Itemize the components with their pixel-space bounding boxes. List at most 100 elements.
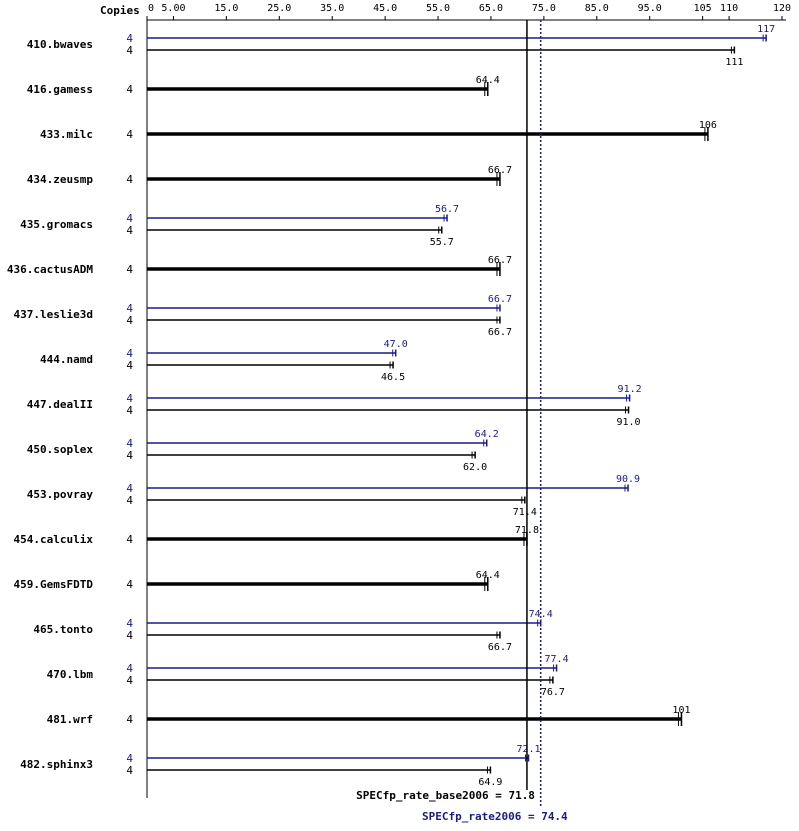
benchmark-row: 435.gromacs 4 56.7 4 55.7: [20, 204, 459, 248]
base-value-label: 66.7: [488, 327, 512, 338]
x-tick-label: 85.0: [585, 3, 609, 14]
base-copies-label: 4: [126, 674, 133, 687]
x-tick-label: 55.0: [426, 3, 450, 14]
peak-copies-label: 4: [126, 617, 133, 630]
benchmark-name: 437.leslie3d: [14, 308, 93, 321]
benchmark-name: 482.sphinx3: [20, 758, 93, 771]
benchmark-name: 481.wrf: [47, 713, 93, 726]
benchmark-row: 453.povray 4 90.9 4 71.4: [27, 474, 640, 518]
base-copies-label: 4: [126, 173, 133, 186]
benchmark-rows: 410.bwaves 4 117 4 111 416.gamess 4 64.4 433.mil…: [7, 24, 775, 788]
benchmark-name: 470.lbm: [47, 668, 94, 681]
x-tick-label: 35.0: [320, 3, 344, 14]
benchmark-row: 470.lbm 4 77.4 4 76.7: [47, 654, 569, 698]
base-value-label: 66.7: [488, 255, 512, 266]
x-tick-label: 0: [148, 3, 154, 14]
benchmark-row: 434.zeusmp 4 66.7: [27, 165, 512, 186]
base-copies-label: 4: [126, 263, 133, 276]
x-tick-label: 25.0: [267, 3, 291, 14]
benchmark-name: 416.gamess: [27, 83, 93, 96]
peak-value-label: 74.4: [529, 609, 553, 620]
benchmark-row: 447.dealII 4 91.2 4 91.0: [27, 384, 642, 428]
base-value-label: 111: [725, 57, 743, 68]
benchmark-name: 453.povray: [27, 488, 94, 501]
peak-value-label: 66.7: [488, 294, 512, 305]
base-copies-label: 4: [126, 359, 133, 372]
benchmark-name: 433.milc: [40, 128, 93, 141]
base-value-label: 91.0: [616, 417, 640, 428]
base-value-label: 64.4: [476, 570, 500, 581]
peak-copies-label: 4: [126, 212, 133, 225]
benchmark-name: 454.calculix: [14, 533, 94, 546]
base-value-label: 66.7: [488, 642, 512, 653]
peak-copies-label: 4: [126, 752, 133, 765]
base-copies-label: 4: [126, 494, 133, 507]
peak-value-label: 117: [757, 24, 775, 35]
benchmark-row: 482.sphinx3 4 72.1 4 64.9: [20, 744, 540, 788]
peak-reference-label: SPECfp_rate2006 = 74.4: [422, 810, 568, 823]
peak-copies-label: 4: [126, 437, 133, 450]
base-copies-label: 4: [126, 314, 133, 327]
base-copies-label: 4: [126, 764, 133, 777]
benchmark-row: 444.namd 4 47.0 4 46.5: [40, 339, 408, 383]
reference-lines: SPECfp_rate_base2006 = 71.8 SPECfp_rate20…: [356, 20, 568, 823]
benchmark-row: 436.cactusADM 4 66.7: [7, 255, 512, 276]
benchmark-name: 436.cactusADM: [7, 263, 93, 276]
peak-copies-label: 4: [126, 32, 133, 45]
peak-value-label: 64.2: [475, 429, 499, 440]
base-copies-label: 4: [126, 578, 133, 591]
peak-value-label: 56.7: [435, 204, 459, 215]
base-value-label: 101: [672, 705, 690, 716]
base-copies-label: 4: [126, 449, 133, 462]
base-copies-label: 4: [126, 713, 133, 726]
x-tick-label: 75.0: [532, 3, 556, 14]
benchmark-row: 437.leslie3d 4 66.7 4 66.7: [14, 294, 512, 338]
benchmark-name: 465.tonto: [33, 623, 93, 636]
x-tick-label: 5.00: [161, 3, 185, 14]
benchmark-row: 410.bwaves 4 117 4 111: [27, 24, 775, 68]
peak-value-label: 91.2: [618, 384, 642, 395]
peak-value-label: 72.1: [516, 744, 540, 755]
base-copies-label: 4: [126, 533, 133, 546]
peak-copies-label: 4: [126, 392, 133, 405]
x-tick-label: 95.0: [638, 3, 662, 14]
base-copies-label: 4: [126, 128, 133, 141]
base-copies-label: 4: [126, 224, 133, 237]
benchmark-name: 435.gromacs: [20, 218, 93, 231]
base-value-label: 64.9: [478, 777, 502, 788]
base-value-label: 64.4: [476, 75, 500, 86]
benchmark-name: 444.namd: [40, 353, 93, 366]
peak-copies-label: 4: [126, 302, 133, 315]
benchmark-name: 447.dealII: [27, 398, 93, 411]
x-tick-label: 105: [694, 3, 712, 14]
peak-copies-label: 4: [126, 662, 133, 675]
base-copies-label: 4: [126, 629, 133, 642]
benchmark-name: 410.bwaves: [27, 38, 93, 51]
base-value-label: 106: [699, 120, 717, 131]
benchmark-row: 450.soplex 4 64.2 4 62.0: [27, 429, 499, 473]
base-value-label: 46.5: [381, 372, 405, 383]
benchmark-name: 450.soplex: [27, 443, 94, 456]
x-tick-label: 65.0: [479, 3, 503, 14]
benchmark-name: 434.zeusmp: [27, 173, 94, 186]
base-copies-label: 4: [126, 44, 133, 57]
base-copies-label: 4: [126, 83, 133, 96]
benchmark-row: 481.wrf 4 101: [47, 705, 690, 726]
base-value-label: 76.7: [541, 687, 565, 698]
peak-value-label: 47.0: [384, 339, 408, 350]
benchmark-row: 433.milc 4 106: [40, 120, 717, 141]
x-tick-label: 110: [720, 3, 738, 14]
peak-value-label: 77.4: [545, 654, 569, 665]
base-value-label: 66.7: [488, 165, 512, 176]
x-tick-label: 120: [773, 3, 791, 14]
x-axis: 0 5.00 15.0 25.0 35.0 45.0 55.0 65.0 75.0 85.0 95.…: [146, 3, 791, 798]
base-value-label: 62.0: [463, 462, 487, 473]
benchmark-row: 459.GemsFDTD 4 64.4: [14, 570, 500, 591]
benchmark-row: 454.calculix471.8: [14, 525, 539, 546]
base-value-label: 71.4: [513, 507, 537, 518]
base-value-label: 55.7: [430, 237, 454, 248]
x-tick-label: 15.0: [214, 3, 238, 14]
benchmark-name: 459.GemsFDTD: [14, 578, 94, 591]
benchmark-row: 416.gamess 4 64.4: [27, 75, 500, 96]
